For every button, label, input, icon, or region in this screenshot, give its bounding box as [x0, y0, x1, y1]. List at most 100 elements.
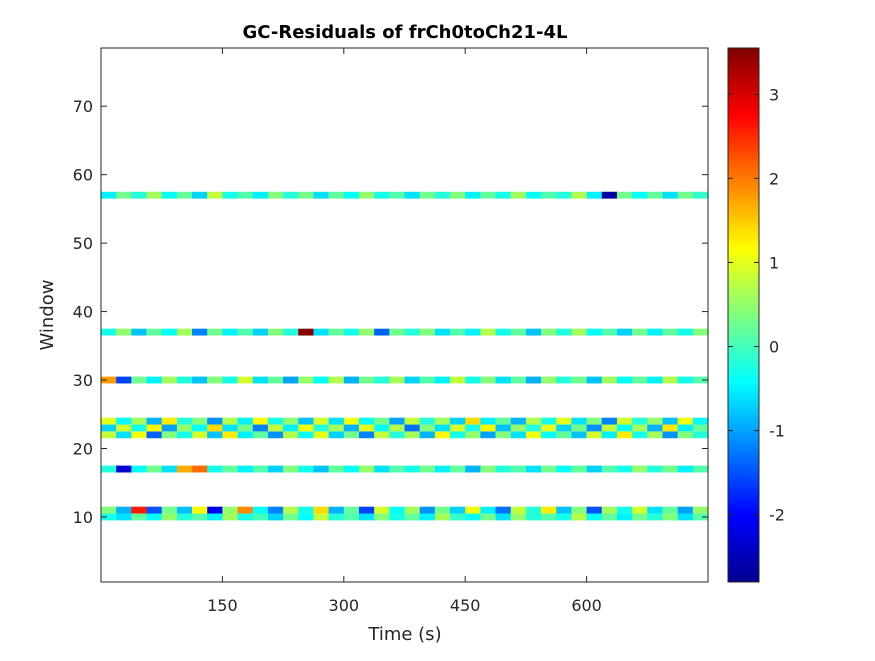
- heatmap-cell: [161, 191, 178, 199]
- heatmap-cell: [374, 376, 390, 384]
- heatmap-cell: [131, 506, 147, 514]
- heatmap-cell: [419, 431, 436, 439]
- heatmap-cell: [358, 431, 375, 439]
- heatmap-cell: [677, 424, 694, 432]
- heatmap-cell: [298, 417, 314, 425]
- heatmap-cell: [404, 506, 420, 514]
- heatmap-cell: [389, 417, 405, 425]
- heatmap-cell: [358, 376, 375, 384]
- heatmap-cell: [176, 417, 193, 425]
- heatmap-cell: [692, 328, 709, 336]
- heatmap-cell: [434, 465, 451, 473]
- heatmap-cell: [616, 376, 633, 384]
- heatmap-cell: [146, 417, 162, 425]
- heatmap-cell: [601, 328, 618, 336]
- heatmap-cell: [586, 513, 603, 521]
- heatmap-cell: [237, 417, 254, 425]
- heatmap-cell: [632, 513, 648, 521]
- heatmap-cell: [510, 431, 527, 439]
- heatmap-cell: [556, 513, 572, 521]
- heatmap-cell: [495, 376, 512, 384]
- heatmap-cell: [692, 513, 709, 521]
- heatmap-cell: [495, 506, 512, 514]
- heatmap-cell: [525, 506, 542, 514]
- heatmap-cell: [450, 465, 466, 473]
- heatmap-cell: [131, 431, 147, 439]
- heatmap-cell: [677, 417, 694, 425]
- heatmap-cell: [161, 328, 178, 336]
- heatmap-cell: [358, 513, 375, 521]
- heatmap-cell: [404, 376, 420, 384]
- heatmap-cell: [556, 506, 572, 514]
- heatmap-cell: [434, 506, 451, 514]
- colorbar-tick-label: 3: [769, 85, 779, 104]
- heatmap-cell: [101, 376, 117, 384]
- heatmap-cell: [358, 191, 375, 199]
- heatmap-cell: [404, 424, 420, 432]
- heatmap-cell: [343, 513, 360, 521]
- heatmap-cell: [222, 328, 238, 336]
- heatmap-cell: [146, 376, 162, 384]
- x-tick-label: 450: [450, 596, 481, 615]
- y-axis-label: Window: [37, 280, 58, 351]
- heatmap-cell: [465, 328, 481, 336]
- heatmap-cell: [343, 424, 360, 432]
- heatmap-cell: [283, 191, 299, 199]
- heatmap-cell: [601, 424, 618, 432]
- plot-area: [101, 48, 708, 582]
- heatmap-cell: [101, 465, 117, 473]
- heatmap-cell: [101, 424, 117, 432]
- heatmap-cell: [647, 376, 663, 384]
- heatmap-cell: [267, 513, 284, 521]
- heatmap-cell: [510, 506, 527, 514]
- heatmap-cell: [419, 328, 436, 336]
- heatmap-cell: [586, 191, 603, 199]
- x-axis-ticks: 150 300 450 600: [207, 48, 602, 615]
- x-tick-label: 300: [329, 596, 360, 615]
- heatmap-cell: [677, 513, 694, 521]
- heatmap-cell: [434, 376, 451, 384]
- heatmap-cell: [434, 417, 451, 425]
- y-tick-label: 50: [73, 234, 93, 253]
- heatmap-cell: [647, 417, 663, 425]
- heatmap-cell: [571, 417, 587, 425]
- heatmap-cell: [374, 328, 390, 336]
- heatmap-cell: [252, 417, 269, 425]
- heatmap-cell: [222, 513, 238, 521]
- heatmap-cell: [677, 465, 694, 473]
- heatmap-cell: [192, 424, 208, 432]
- heatmap-cell: [192, 431, 208, 439]
- heatmap-cell: [586, 417, 603, 425]
- heatmap-cell: [328, 431, 345, 439]
- heatmap-cell: [586, 431, 603, 439]
- heatmap-cell: [192, 465, 208, 473]
- heatmap-cell: [647, 431, 663, 439]
- heatmap-cell: [267, 191, 284, 199]
- heatmap-cell: [283, 431, 299, 439]
- heatmap-cell: [267, 328, 284, 336]
- colorbar-tick-label: 0: [769, 338, 779, 357]
- heatmap-cell: [465, 191, 481, 199]
- heatmap-cell: [252, 191, 269, 199]
- heatmap-cell: [283, 328, 299, 336]
- heatmap-cell: [586, 465, 603, 473]
- heatmap-cell: [237, 431, 254, 439]
- heatmap-cell: [374, 506, 390, 514]
- heatmap-cell: [207, 465, 223, 473]
- heatmap-cell: [556, 465, 572, 473]
- heatmap-cell: [601, 506, 618, 514]
- heatmap-cell: [525, 424, 542, 432]
- colorbar-tick-label: 2: [769, 169, 779, 188]
- heatmap-cell: [419, 465, 436, 473]
- heatmap-cell: [328, 424, 345, 432]
- heatmap-cell: [510, 417, 527, 425]
- heatmap-cell: [374, 424, 390, 432]
- heatmap-cell: [358, 417, 375, 425]
- heatmap-cell: [450, 328, 466, 336]
- heatmap-cell: [616, 513, 633, 521]
- heatmap-cell: [237, 191, 254, 199]
- heatmap-cell: [313, 191, 329, 199]
- heatmap-cell: [480, 328, 496, 336]
- heatmap-cell: [495, 424, 512, 432]
- heatmap-cell: [586, 506, 603, 514]
